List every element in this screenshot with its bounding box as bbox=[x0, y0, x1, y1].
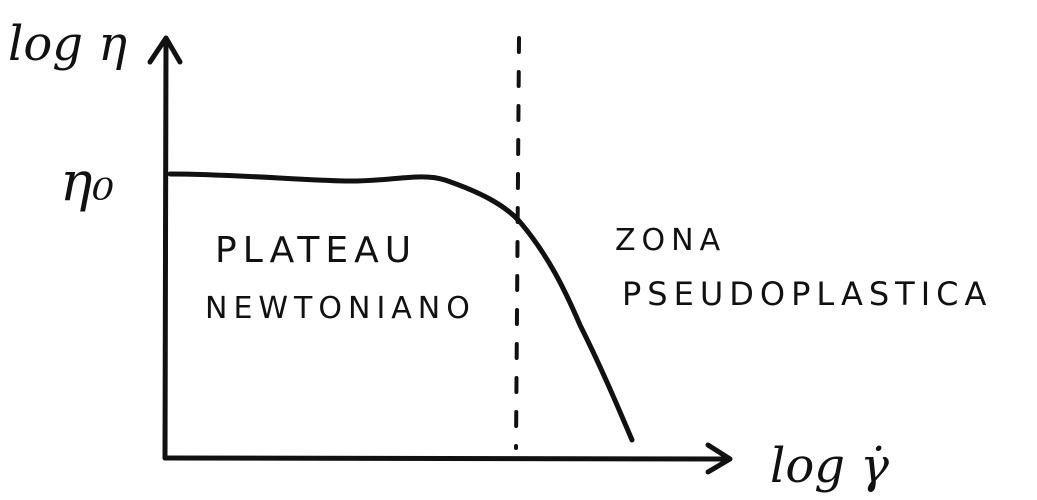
viscosity-curve bbox=[167, 171, 635, 443]
x-axis bbox=[162, 455, 731, 462]
region-left-line1: PLATEAU bbox=[215, 230, 417, 271]
region-divider bbox=[514, 36, 521, 450]
y-tick-label-eta0: η₀ bbox=[60, 150, 114, 213]
y-axis bbox=[162, 37, 169, 461]
x-axis-label: log γ̇ bbox=[770, 438, 889, 494]
region-right-line1: ZONA bbox=[615, 223, 726, 258]
y-axis-label: log η bbox=[8, 16, 127, 72]
y-axis-arrowhead bbox=[147, 35, 183, 65]
x-axis-arrowhead bbox=[705, 442, 733, 475]
region-left-line2: NEWTONIANO bbox=[205, 291, 476, 326]
region-right-line2: PSEUDOPLASTICA bbox=[622, 275, 992, 313]
